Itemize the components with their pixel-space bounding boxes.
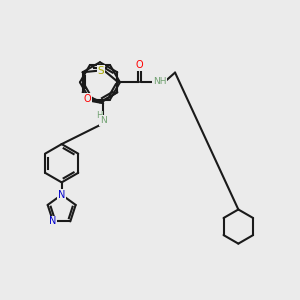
Text: NH: NH — [153, 77, 166, 86]
Text: N: N — [49, 216, 57, 226]
Text: O: O — [83, 94, 91, 104]
Text: S: S — [98, 66, 104, 76]
Text: H: H — [96, 111, 103, 120]
Text: O: O — [135, 60, 143, 70]
Text: N: N — [58, 190, 65, 200]
Text: N: N — [100, 116, 106, 125]
